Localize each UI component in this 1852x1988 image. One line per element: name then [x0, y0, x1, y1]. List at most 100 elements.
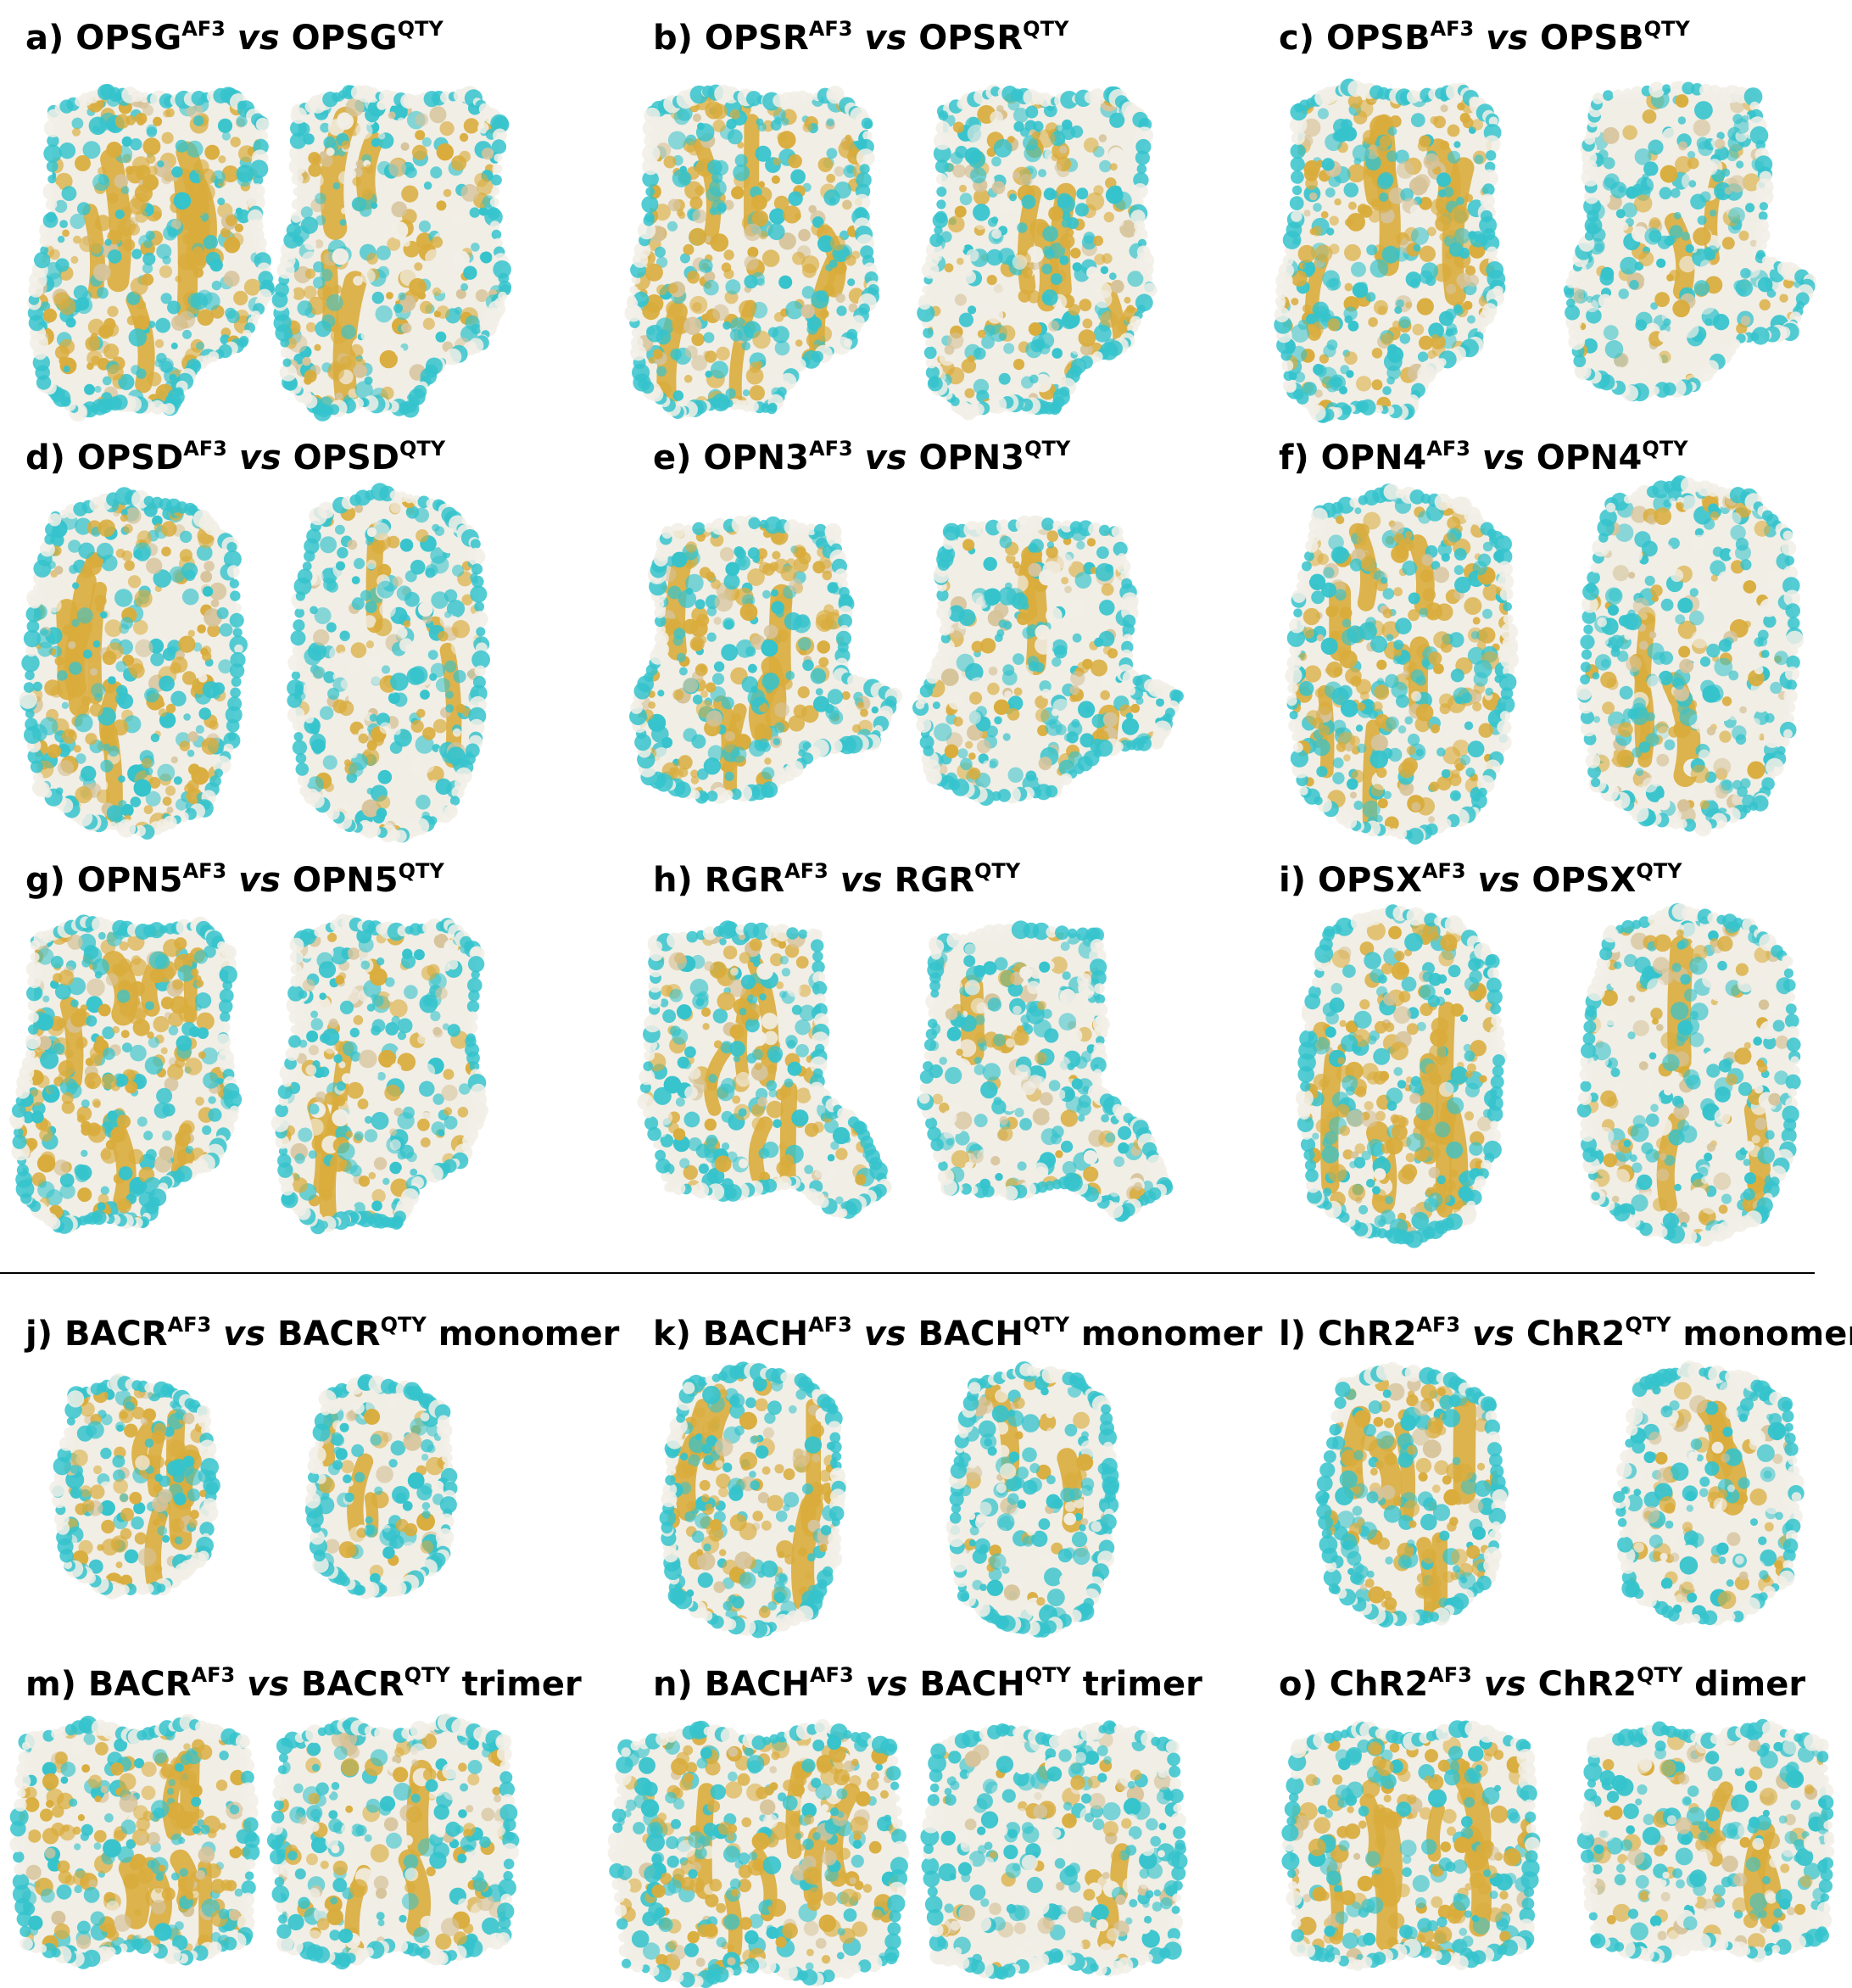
surface-patch [63, 366, 70, 373]
surface-patch [390, 502, 401, 514]
surface-rim-bump [1568, 268, 1581, 282]
surface-patch [209, 720, 219, 730]
surface-patch [692, 209, 707, 224]
surface-patch [973, 378, 990, 395]
surface-patch [339, 219, 347, 226]
surface-rim-bump [229, 663, 245, 678]
surface-rim-bump [474, 601, 485, 612]
surface-patch [160, 360, 173, 373]
surface-patch [744, 255, 759, 271]
surface-patch [683, 316, 702, 335]
surface-patch [161, 546, 171, 557]
surface-patch [1615, 366, 1625, 376]
surface-patch [1093, 324, 1112, 343]
surface-rim-bump [1274, 306, 1290, 323]
surface-patch [998, 248, 1015, 265]
surface-patch [419, 757, 435, 773]
surface-patch [826, 173, 836, 183]
surface-patch [815, 688, 823, 695]
surface-patch [1355, 99, 1374, 118]
surface-rim-bump [642, 157, 660, 176]
surface-rim-bump [287, 693, 302, 708]
surface-patch [1049, 243, 1065, 259]
surface-rim-bump [274, 282, 289, 298]
panel-l-label: l) ChR2AF3 vs ChR2QTY monomer [1279, 1313, 1852, 1354]
surface-rim-bump [1648, 81, 1665, 98]
surface-patch [1068, 304, 1080, 316]
surface-patch [772, 326, 789, 343]
surface-patch [320, 122, 331, 133]
surface-patch [1645, 353, 1663, 371]
surface-patch [366, 508, 383, 525]
surface-patch [320, 706, 334, 720]
surface-patch [987, 682, 1000, 695]
surface-patch [1472, 701, 1482, 712]
surface-patch [50, 685, 63, 698]
surface-patch [69, 564, 79, 574]
surface-patch [65, 317, 76, 328]
surface-patch [203, 235, 218, 250]
surface-rim-bump [1282, 254, 1294, 266]
surface-patch [1760, 550, 1771, 561]
surface-patch [657, 690, 665, 697]
surface-patch [1339, 386, 1347, 395]
surface-patch [1433, 631, 1451, 649]
surface-patch [1420, 569, 1434, 583]
panel-g-label: g) OPN5AF3 vs OPN5QTY [25, 859, 444, 900]
surface-patch [957, 257, 964, 265]
surface-rim-bump [919, 734, 934, 750]
surface-patch [1419, 245, 1436, 262]
surface-rim-bump [937, 598, 950, 610]
surface-patch [1399, 333, 1411, 344]
surface-patch [1094, 254, 1106, 265]
surface-patch [1070, 248, 1081, 259]
surface-patch [1719, 548, 1733, 561]
surface-patch [1091, 659, 1107, 677]
surface-patch [152, 515, 163, 527]
surface-rim-bump [1293, 608, 1303, 617]
surface-patch [133, 779, 152, 797]
surface-patch [1669, 225, 1683, 239]
surface-patch [646, 324, 664, 343]
surface-patch [162, 255, 171, 265]
surface-patch [968, 752, 976, 760]
surface-patch [1386, 634, 1394, 642]
surface-patch [82, 649, 92, 659]
surface-patch [1294, 371, 1306, 383]
surface-patch [371, 676, 381, 685]
surface-patch [1094, 637, 1104, 647]
surface-patch [1057, 194, 1075, 214]
surface-patch [703, 280, 719, 296]
surface-patch [118, 373, 135, 391]
surface-patch [196, 544, 213, 561]
surface-rim-bump [1135, 150, 1150, 165]
surface-rim-bump [1099, 524, 1111, 536]
surface-patch [653, 747, 670, 764]
surface-patch [755, 145, 772, 162]
surface-rim-bump [280, 347, 292, 359]
surface-patch [216, 607, 229, 619]
surface-rim-bump [1134, 227, 1148, 242]
surface-patch [165, 703, 176, 714]
surface-patch [722, 617, 735, 630]
surface-patch [439, 534, 459, 554]
surface-rim-bump [859, 164, 870, 175]
surface-patch [1427, 349, 1436, 360]
surface-patch [1332, 606, 1340, 613]
surface-patch [1102, 645, 1113, 655]
surface-patch [1408, 592, 1420, 605]
surface-patch [221, 165, 239, 182]
surface-rim-bump [918, 294, 930, 305]
surface-patch [229, 232, 244, 247]
surface-patch [1419, 335, 1433, 350]
surface-rim-bump [471, 611, 488, 628]
surface-patch [1352, 282, 1369, 299]
surface-patch [667, 282, 678, 294]
surface-patch [819, 223, 830, 234]
surface-rim-bump [1297, 569, 1311, 584]
surface-patch [319, 151, 327, 159]
surface-patch [1003, 621, 1012, 630]
surface-patch [729, 109, 740, 120]
surface-rim-bump [492, 115, 510, 133]
surface-patch [1416, 797, 1436, 816]
